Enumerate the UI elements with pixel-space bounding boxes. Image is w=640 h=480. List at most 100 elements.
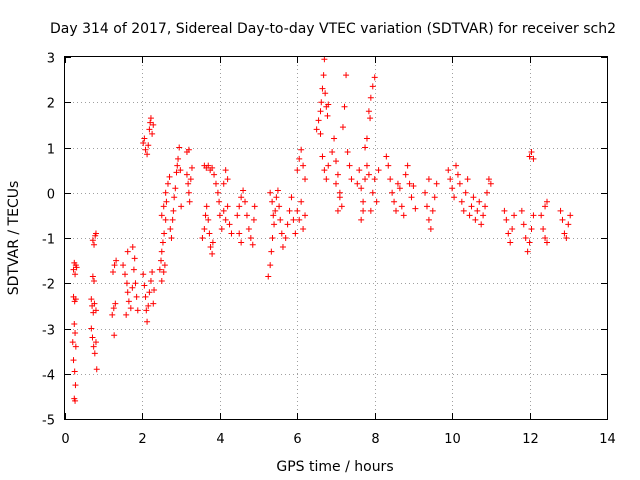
data-point (383, 153, 390, 160)
data-point (156, 266, 163, 273)
data-point (449, 185, 456, 192)
data-point (480, 212, 487, 219)
data-point (218, 225, 225, 232)
data-point (277, 216, 284, 223)
data-point (167, 225, 174, 232)
data-point (296, 216, 303, 223)
data-point (224, 203, 231, 210)
data-point (542, 235, 549, 241)
data-point (240, 187, 247, 194)
data-point (453, 162, 460, 169)
data-point (320, 72, 327, 79)
data-point (391, 198, 398, 205)
data-point (369, 83, 376, 90)
data-point (88, 325, 95, 332)
chart-title: Day 314 of 2017, Sidereal Day-to-day VTE… (50, 21, 616, 37)
data-point (238, 239, 245, 246)
data-point (362, 144, 369, 151)
data-point (129, 244, 136, 251)
data-point (92, 339, 99, 346)
data-point (120, 262, 127, 269)
plot-frame (64, 56, 608, 420)
data-point (559, 216, 566, 223)
data-point (433, 180, 440, 187)
data-point (132, 280, 139, 287)
data-point (483, 189, 490, 196)
data-point (468, 203, 475, 210)
data-point (315, 117, 322, 124)
data-point (462, 189, 469, 196)
data-point (186, 198, 193, 205)
data-point (185, 146, 192, 153)
data-point (346, 162, 353, 169)
x-tick-label: 0 (61, 432, 69, 447)
data-point (166, 173, 173, 180)
data-point (164, 180, 171, 187)
data-point (336, 189, 343, 196)
data-point (188, 164, 195, 171)
data-point (561, 230, 568, 237)
data-point (270, 212, 277, 219)
data-point (267, 262, 274, 269)
data-point (110, 305, 117, 312)
data-point (447, 176, 454, 183)
data-point (226, 221, 233, 228)
data-point (89, 273, 96, 280)
data-point (91, 277, 98, 284)
data-point (222, 216, 229, 223)
x-tick-label: 12 (522, 432, 539, 447)
y-tick-label: -4 (42, 369, 55, 384)
data-point (425, 176, 432, 183)
data-point (373, 198, 380, 205)
data-point (214, 189, 221, 196)
data-point (70, 266, 77, 273)
data-point (427, 225, 434, 232)
data-point (375, 167, 382, 174)
data-point (129, 284, 136, 291)
data-point (294, 207, 301, 214)
data-point (249, 241, 256, 248)
y-tick-label: -2 (42, 278, 55, 293)
data-point (528, 149, 535, 156)
data-point (163, 198, 170, 205)
data-point (72, 382, 79, 389)
data-point (538, 212, 545, 219)
data-point (300, 225, 307, 232)
data-point (563, 235, 570, 241)
data-point (282, 235, 289, 241)
data-point (168, 235, 175, 241)
data-point (322, 90, 329, 97)
data-point (365, 171, 372, 178)
data-point (149, 268, 156, 275)
data-point (124, 289, 131, 296)
y-axis-label: SDTVAR / TECUs (6, 181, 22, 296)
data-point (124, 248, 131, 255)
data-point (142, 293, 149, 300)
data-point (389, 189, 396, 196)
data-point (294, 167, 301, 174)
data-point (302, 212, 309, 219)
data-point (89, 334, 96, 341)
data-point (478, 221, 485, 228)
data-point (133, 293, 140, 300)
data-point (158, 257, 165, 264)
data-point (174, 162, 181, 169)
data-point (187, 176, 194, 183)
data-point (394, 180, 401, 187)
data-point (511, 212, 518, 219)
data-point (272, 207, 279, 214)
data-point (123, 280, 130, 287)
data-point (501, 207, 508, 214)
data-point (209, 164, 216, 171)
data-point (503, 216, 510, 223)
data-point (393, 207, 400, 214)
data-point (72, 271, 79, 278)
data-point (203, 203, 210, 210)
data-point (522, 235, 529, 241)
data-point (134, 307, 141, 314)
data-point (398, 203, 405, 210)
data-point (91, 241, 98, 248)
data-point (530, 155, 537, 162)
data-point (363, 135, 370, 142)
